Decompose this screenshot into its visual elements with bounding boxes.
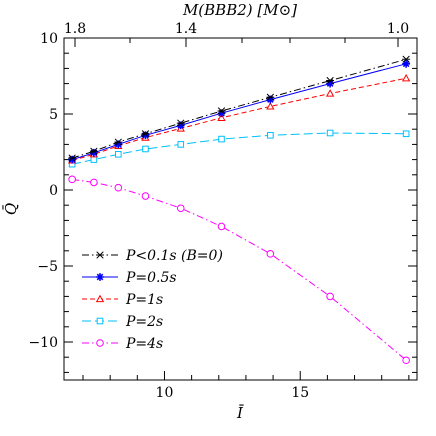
y-tick-label: 0 — [49, 183, 58, 199]
data-point — [266, 102, 275, 110]
data-point — [217, 109, 226, 118]
axis-ticks — [64, 37, 417, 380]
x-axis-title: Ī — [236, 404, 244, 422]
data-point — [217, 107, 226, 115]
series-layer — [67, 55, 411, 365]
plot-frame — [63, 37, 418, 381]
x-tick-labels: 10 15 — [156, 385, 310, 401]
data-point — [266, 93, 275, 101]
series-3 — [68, 129, 410, 168]
legend-label: P=2s — [125, 314, 163, 330]
series-1 — [68, 59, 411, 164]
data-point — [266, 95, 275, 104]
series-line — [71, 58, 407, 159]
data-point — [68, 175, 76, 184]
y-tick-label: −10 — [28, 335, 58, 351]
legend-entry: P=4s — [82, 336, 163, 352]
series-2 — [67, 73, 411, 164]
data-point — [89, 148, 98, 157]
x-tick-label: 10 — [156, 385, 174, 401]
data-point — [401, 73, 411, 82]
legend-entry: P=1s — [82, 292, 163, 308]
top-tick-label-2: 1.4 — [175, 21, 197, 37]
legend-marker — [96, 251, 104, 259]
top-axis-title: M(BBB2) [M⊙] — [182, 1, 297, 19]
series-line — [72, 178, 407, 361]
data-point — [402, 59, 411, 68]
data-point — [176, 121, 185, 130]
y-axis-title: Q̄ — [2, 203, 20, 215]
data-point — [141, 131, 150, 140]
legend-entry: P<0.1s (B=0) — [82, 248, 223, 264]
legend-marker — [96, 339, 104, 347]
data-point — [68, 155, 77, 164]
data-point — [402, 130, 410, 138]
y-tick-label: 10 — [40, 31, 58, 47]
series-0 — [68, 55, 411, 162]
data-point — [267, 131, 274, 139]
data-point — [177, 141, 185, 148]
y-tick-labels: 10 5 0 −5 −10 — [28, 31, 58, 351]
data-point — [326, 129, 334, 137]
x-tick-label: 15 — [291, 385, 309, 401]
legend: P<0.1s (B=0) P=0.5s P=1s P=2s P=4s — [82, 248, 223, 352]
data-point — [142, 145, 149, 153]
data-point — [402, 356, 410, 365]
y-tick-label: −5 — [37, 259, 58, 275]
data-point — [90, 156, 98, 163]
data-point — [326, 292, 334, 301]
data-point — [68, 154, 77, 162]
legend-label: P=4s — [125, 336, 163, 352]
data-point — [114, 138, 123, 146]
data-point — [326, 79, 335, 88]
data-point — [114, 183, 123, 192]
data-point — [90, 178, 98, 187]
series-line — [71, 77, 407, 161]
top-tick-label-3: 1.0 — [387, 21, 409, 37]
data-point — [218, 135, 225, 143]
data-point — [326, 76, 335, 85]
data-point — [141, 192, 150, 200]
data-point — [402, 55, 411, 63]
legend-marker — [96, 317, 104, 325]
legend-label: P=0.5s — [125, 270, 177, 286]
top-tick-label-1: 1.8 — [64, 21, 86, 37]
y-tick-label: 5 — [49, 107, 58, 123]
data-point — [266, 250, 275, 258]
data-point — [141, 130, 150, 138]
data-point — [114, 140, 123, 149]
legend-marker — [95, 294, 105, 303]
legend-entry: P=2s — [82, 314, 163, 330]
legend-label: P=1s — [125, 292, 163, 308]
data-point — [89, 147, 98, 155]
series-4 — [68, 175, 410, 365]
legend-label: P<0.1s (B=0) — [125, 248, 223, 264]
legend-marker — [96, 273, 104, 281]
data-point — [115, 150, 122, 158]
data-point — [325, 89, 335, 97]
data-point — [176, 119, 185, 127]
data-point — [217, 113, 226, 121]
data-point — [176, 204, 185, 213]
legend-entry: P=0.5s — [82, 270, 177, 286]
data-point — [217, 222, 226, 231]
